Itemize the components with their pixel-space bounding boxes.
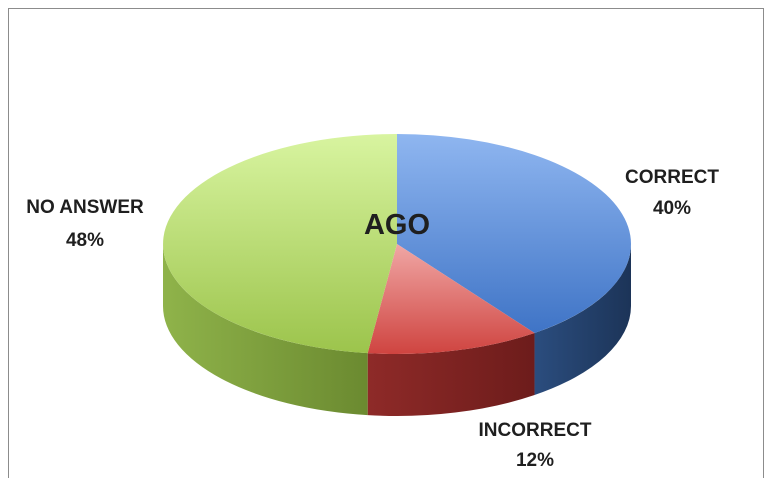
slice-value-no-answer: 48%	[66, 230, 104, 251]
slice-label-incorrect: INCORRECT	[479, 420, 592, 441]
pie-center-label: AGO	[364, 209, 430, 241]
slice-value-incorrect: 12%	[516, 450, 554, 470]
slice-label-no-answer: NO ANSWER	[26, 197, 144, 218]
slice-value-correct: 40%	[653, 198, 691, 219]
slice-label-correct: CORRECT	[625, 167, 719, 188]
